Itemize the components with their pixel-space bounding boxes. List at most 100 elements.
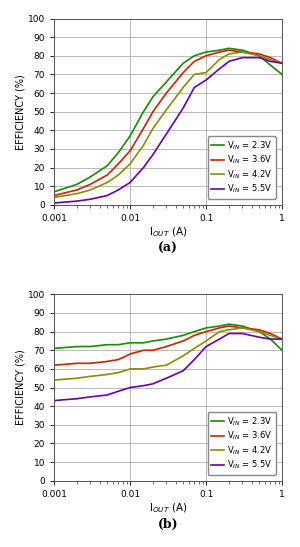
V$_{IN}$ = 3.6V: [165, 344, 168, 350]
V$_{IN}$ = 2.3V: [204, 49, 208, 55]
V$_{IN}$ = 4.2V: [165, 362, 168, 369]
V$_{IN}$ = 3.6V: [75, 360, 79, 366]
V$_{IN}$ = 5.5V: [241, 330, 244, 337]
V$_{IN}$ = 4.2V: [182, 353, 185, 359]
V$_{IN}$ = 3.6V: [218, 324, 221, 331]
V$_{IN}$ = 4.2V: [142, 365, 145, 372]
V$_{IN}$ = 2.3V: [268, 336, 272, 342]
V$_{IN}$ = 2.3V: [105, 162, 109, 169]
V$_{IN}$ = 3.6V: [105, 358, 109, 365]
V$_{IN}$ = 4.2V: [128, 161, 132, 167]
V$_{IN}$ = 2.3V: [151, 337, 155, 344]
V$_{IN}$ = 2.3V: [142, 340, 145, 346]
V$_{IN}$ = 5.5V: [218, 66, 221, 72]
V$_{IN}$ = 4.2V: [257, 53, 261, 59]
V$_{IN}$ = 2.3V: [75, 344, 79, 350]
V$_{IN}$ = 3.6V: [52, 192, 56, 199]
V$_{IN}$ = 5.5V: [193, 356, 196, 363]
Line: V$_{IN}$ = 5.5V: V$_{IN}$ = 5.5V: [54, 57, 282, 203]
Line: V$_{IN}$ = 5.5V: V$_{IN}$ = 5.5V: [54, 334, 282, 400]
V$_{IN}$ = 3.6V: [88, 360, 92, 366]
V$_{IN}$ = 5.5V: [52, 200, 56, 206]
V$_{IN}$ = 5.5V: [151, 381, 155, 387]
V$_{IN}$ = 5.5V: [227, 58, 231, 65]
V$_{IN}$ = 3.6V: [88, 181, 92, 188]
V$_{IN}$ = 2.3V: [52, 189, 56, 195]
V$_{IN}$ = 4.2V: [116, 172, 120, 178]
V$_{IN}$ = 4.2V: [280, 336, 284, 342]
V$_{IN}$ = 2.3V: [218, 323, 221, 329]
V$_{IN}$ = 5.5V: [218, 336, 221, 342]
V$_{IN}$ = 4.2V: [116, 369, 120, 376]
Text: (a): (a): [158, 242, 178, 255]
V$_{IN}$ = 5.5V: [142, 382, 145, 389]
V$_{IN}$ = 2.3V: [218, 47, 221, 54]
V$_{IN}$ = 2.3V: [88, 173, 92, 180]
V$_{IN}$ = 5.5V: [204, 344, 208, 350]
V$_{IN}$ = 5.5V: [165, 131, 168, 137]
V$_{IN}$ = 4.2V: [75, 375, 79, 381]
V$_{IN}$ = 2.3V: [227, 321, 231, 328]
V$_{IN}$ = 5.5V: [116, 388, 120, 394]
V$_{IN}$ = 4.2V: [241, 324, 244, 331]
V$_{IN}$ = 4.2V: [257, 328, 261, 335]
V$_{IN}$ = 3.6V: [241, 324, 244, 331]
V$_{IN}$ = 3.6V: [241, 49, 244, 55]
V$_{IN}$ = 4.2V: [88, 187, 92, 193]
V$_{IN}$ = 5.5V: [227, 330, 231, 337]
V$_{IN}$ = 3.6V: [257, 51, 261, 57]
V$_{IN}$ = 3.6V: [257, 327, 261, 333]
V$_{IN}$ = 3.6V: [204, 328, 208, 335]
V$_{IN}$ = 2.3V: [227, 45, 231, 51]
Text: (b): (b): [158, 518, 178, 531]
V$_{IN}$ = 4.2V: [268, 332, 272, 339]
V$_{IN}$ = 4.2V: [280, 60, 284, 67]
Y-axis label: EFFICIENCY (%): EFFICIENCY (%): [15, 74, 25, 149]
V$_{IN}$ = 3.6V: [105, 172, 109, 178]
V$_{IN}$ = 2.3V: [116, 341, 120, 348]
V$_{IN}$ = 2.3V: [193, 53, 196, 59]
V$_{IN}$ = 4.2V: [227, 327, 231, 333]
Line: V$_{IN}$ = 2.3V: V$_{IN}$ = 2.3V: [54, 324, 282, 350]
V$_{IN}$ = 2.3V: [128, 132, 132, 139]
V$_{IN}$ = 3.6V: [227, 323, 231, 329]
V$_{IN}$ = 3.6V: [75, 187, 79, 193]
V$_{IN}$ = 4.2V: [105, 179, 109, 186]
V$_{IN}$ = 3.6V: [280, 336, 284, 342]
V$_{IN}$ = 2.3V: [204, 324, 208, 331]
V$_{IN}$ = 5.5V: [142, 164, 145, 171]
Legend: V$_{IN}$ = 2.3V, V$_{IN}$ = 3.6V, V$_{IN}$ = 4.2V, V$_{IN}$ = 5.5V: V$_{IN}$ = 2.3V, V$_{IN}$ = 3.6V, V$_{IN…: [208, 136, 276, 199]
V$_{IN}$ = 2.3V: [257, 53, 261, 59]
V$_{IN}$ = 5.5V: [257, 334, 261, 340]
V$_{IN}$ = 5.5V: [116, 187, 120, 193]
V$_{IN}$ = 4.2V: [241, 49, 244, 55]
Line: V$_{IN}$ = 4.2V: V$_{IN}$ = 4.2V: [54, 52, 282, 197]
V$_{IN}$ = 5.5V: [280, 60, 284, 67]
V$_{IN}$ = 3.6V: [268, 330, 272, 337]
V$_{IN}$ = 5.5V: [105, 392, 109, 398]
V$_{IN}$ = 5.5V: [182, 368, 185, 374]
V$_{IN}$ = 4.2V: [151, 364, 155, 370]
V$_{IN}$ = 3.6V: [268, 54, 272, 61]
V$_{IN}$ = 3.6V: [182, 337, 185, 344]
V$_{IN}$ = 2.3V: [165, 336, 168, 342]
V$_{IN}$ = 2.3V: [182, 332, 185, 339]
V$_{IN}$ = 5.5V: [88, 196, 92, 202]
V$_{IN}$ = 3.6V: [151, 108, 155, 115]
V$_{IN}$ = 2.3V: [257, 328, 261, 335]
V$_{IN}$ = 2.3V: [88, 344, 92, 350]
V$_{IN}$ = 5.5V: [257, 54, 261, 61]
V$_{IN}$ = 2.3V: [241, 323, 244, 329]
Line: V$_{IN}$ = 3.6V: V$_{IN}$ = 3.6V: [54, 50, 282, 195]
V$_{IN}$ = 3.6V: [142, 347, 145, 353]
V$_{IN}$ = 4.2V: [151, 125, 155, 132]
V$_{IN}$ = 4.2V: [193, 345, 196, 352]
V$_{IN}$ = 5.5V: [75, 395, 79, 402]
V$_{IN}$ = 3.6V: [128, 148, 132, 154]
V$_{IN}$ = 4.2V: [227, 51, 231, 57]
V$_{IN}$ = 2.3V: [165, 79, 168, 85]
V$_{IN}$ = 2.3V: [116, 149, 120, 156]
V$_{IN}$ = 5.5V: [52, 397, 56, 404]
V$_{IN}$ = 5.5V: [128, 179, 132, 186]
V$_{IN}$ = 4.2V: [204, 69, 208, 76]
